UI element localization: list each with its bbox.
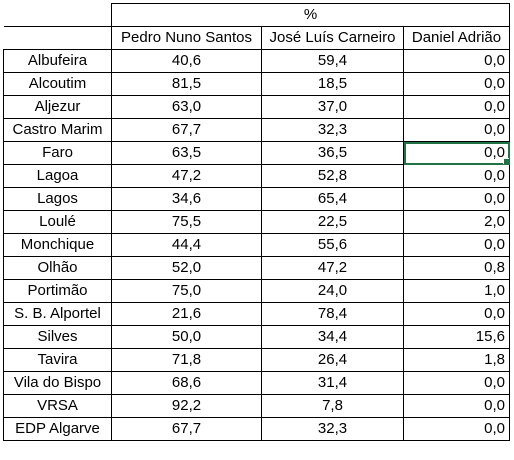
jose-luis-carneiro-value-cell[interactable]: 7,8: [261, 394, 404, 418]
table-row: Aljezur 63,0 37,0 0,0: [3, 95, 510, 119]
jose-luis-carneiro-value-cell[interactable]: 24,0: [261, 279, 404, 303]
jose-luis-carneiro-value-cell[interactable]: 55,6: [261, 233, 404, 257]
table-row: Castro Marim 67,7 32,3 0,0: [3, 118, 510, 142]
col-header-daniel-adriao[interactable]: Daniel Adrião: [403, 26, 510, 50]
daniel-adriao-value-cell[interactable]: 0,8: [403, 256, 510, 280]
pedro-nuno-santos-value-cell[interactable]: 44,4: [111, 233, 262, 257]
pedro-nuno-santos-value-cell[interactable]: 47,2: [111, 164, 262, 188]
municipality-cell[interactable]: Silves: [3, 325, 112, 349]
pedro-nuno-santos-value-cell[interactable]: 63,0: [111, 95, 262, 119]
jose-luis-carneiro-value-cell[interactable]: 31,4: [261, 371, 404, 395]
table-row: S. B. Alportel 21,6 78,4 0,0: [3, 302, 510, 326]
table-row: Vila do Bispo 68,6 31,4 0,0: [3, 371, 510, 395]
header-row-group: %: [3, 3, 510, 27]
pedro-nuno-santos-value-cell[interactable]: 50,0: [111, 325, 262, 349]
table-row: Silves 50,0 34,4 15,6: [3, 325, 510, 349]
municipality-cell[interactable]: Lagos: [3, 187, 112, 211]
table-row: Tavira 71,8 26,4 1,8: [3, 348, 510, 372]
jose-luis-carneiro-value-cell[interactable]: 32,3: [261, 417, 404, 441]
daniel-adriao-value-cell[interactable]: 0,0: [403, 72, 510, 96]
col-header-jose-luis-carneiro[interactable]: José Luís Carneiro: [261, 26, 404, 50]
daniel-adriao-value-cell[interactable]: 0,0: [403, 302, 510, 326]
municipality-cell[interactable]: Portimão: [3, 279, 112, 303]
jose-luis-carneiro-value-cell[interactable]: 59,4: [261, 49, 404, 73]
selected-cell[interactable]: 0,0: [403, 141, 510, 165]
municipality-cell[interactable]: Alcoutim: [3, 72, 112, 96]
municipality-cell[interactable]: Monchique: [3, 233, 112, 257]
jose-luis-carneiro-value-cell[interactable]: 34,4: [261, 325, 404, 349]
table-row: Albufeira 40,6 59,4 0,0: [3, 49, 510, 73]
jose-luis-carneiro-value-cell[interactable]: 52,8: [261, 164, 404, 188]
pedro-nuno-santos-value-cell[interactable]: 67,7: [111, 118, 262, 142]
pedro-nuno-santos-value-cell[interactable]: 34,6: [111, 187, 262, 211]
jose-luis-carneiro-value-cell[interactable]: 36,5: [261, 141, 404, 165]
table-row: Olhão 52,0 47,2 0,8: [3, 256, 510, 280]
jose-luis-carneiro-value-cell[interactable]: 65,4: [261, 187, 404, 211]
jose-luis-carneiro-value-cell[interactable]: 37,0: [261, 95, 404, 119]
table-row: EDP Algarve 67,7 32,3 0,0: [3, 417, 510, 441]
pedro-nuno-santos-value-cell[interactable]: 75,5: [111, 210, 262, 234]
municipality-cell[interactable]: Faro: [3, 141, 112, 165]
daniel-adriao-value-cell[interactable]: 0,0: [403, 118, 510, 142]
table-row: Alcoutim 81,5 18,5 0,0: [3, 72, 510, 96]
jose-luis-carneiro-value-cell[interactable]: 47,2: [261, 256, 404, 280]
daniel-adriao-value-cell[interactable]: 0,0: [403, 95, 510, 119]
daniel-adriao-value-cell[interactable]: 2,0: [403, 210, 510, 234]
col-header-pedro-nuno-santos[interactable]: Pedro Nuno Santos: [111, 26, 262, 50]
daniel-adriao-value-cell[interactable]: 0,0: [403, 164, 510, 188]
municipality-cell[interactable]: VRSA: [3, 394, 112, 418]
municipality-cell[interactable]: Vila do Bispo: [3, 371, 112, 395]
jose-luis-carneiro-value-cell[interactable]: 78,4: [261, 302, 404, 326]
pedro-nuno-santos-value-cell[interactable]: 40,6: [111, 49, 262, 73]
daniel-adriao-value-cell[interactable]: 0,0: [403, 394, 510, 418]
table-row: Loulé 75,5 22,5 2,0: [3, 210, 510, 234]
table-row: Faro 63,5 36,5 0,0: [3, 141, 510, 165]
pedro-nuno-santos-value-cell[interactable]: 92,2: [111, 394, 262, 418]
jose-luis-carneiro-value-cell[interactable]: 26,4: [261, 348, 404, 372]
pedro-nuno-santos-value-cell[interactable]: 63,5: [111, 141, 262, 165]
daniel-adriao-value-cell[interactable]: 0,0: [403, 49, 510, 73]
daniel-adriao-value-cell[interactable]: 0,0: [403, 371, 510, 395]
daniel-adriao-value-cell[interactable]: 0,0: [403, 233, 510, 257]
header-row-names: Pedro Nuno Santos José Luís Carneiro Dan…: [3, 26, 510, 50]
jose-luis-carneiro-value-cell[interactable]: 18,5: [261, 72, 404, 96]
percent-header-cell[interactable]: %: [111, 3, 510, 27]
daniel-adriao-value-cell[interactable]: 0,0: [403, 417, 510, 441]
table-row: Monchique 44,4 55,6 0,0: [3, 233, 510, 257]
jose-luis-carneiro-value-cell[interactable]: 32,3: [261, 118, 404, 142]
pedro-nuno-santos-value-cell[interactable]: 21,6: [111, 302, 262, 326]
table-row: Lagos 34,6 65,4 0,0: [3, 187, 510, 211]
municipality-cell[interactable]: S. B. Alportel: [3, 302, 112, 326]
pedro-nuno-santos-value-cell[interactable]: 52,0: [111, 256, 262, 280]
empty-header-cell[interactable]: [3, 26, 112, 50]
jose-luis-carneiro-value-cell[interactable]: 22,5: [261, 210, 404, 234]
daniel-adriao-value-cell[interactable]: 1,0: [403, 279, 510, 303]
results-table: % Pedro Nuno Santos José Luís Carneiro D…: [3, 3, 510, 441]
table-row: Portimão 75,0 24,0 1,0: [3, 279, 510, 303]
table-row: Lagoa 47,2 52,8 0,0: [3, 164, 510, 188]
fill-handle[interactable]: [503, 158, 509, 164]
daniel-adriao-value-cell[interactable]: 1,8: [403, 348, 510, 372]
pedro-nuno-santos-value-cell[interactable]: 68,6: [111, 371, 262, 395]
daniel-adriao-value-cell[interactable]: 0,0: [403, 187, 510, 211]
municipality-cell[interactable]: Olhão: [3, 256, 112, 280]
municipality-cell[interactable]: Lagoa: [3, 164, 112, 188]
municipality-cell[interactable]: Tavira: [3, 348, 112, 372]
daniel-adriao-value-cell[interactable]: 15,6: [403, 325, 510, 349]
municipality-cell[interactable]: EDP Algarve: [3, 417, 112, 441]
pedro-nuno-santos-value-cell[interactable]: 81,5: [111, 72, 262, 96]
pedro-nuno-santos-value-cell[interactable]: 67,7: [111, 417, 262, 441]
municipality-cell[interactable]: Loulé: [3, 210, 112, 234]
pedro-nuno-santos-value-cell[interactable]: 75,0: [111, 279, 262, 303]
municipality-cell[interactable]: Castro Marim: [3, 118, 112, 142]
table-row: VRSA 92,2 7,8 0,0: [3, 394, 510, 418]
municipality-cell[interactable]: Aljezur: [3, 95, 112, 119]
municipality-cell[interactable]: Albufeira: [3, 49, 112, 73]
corner-cell[interactable]: [3, 3, 112, 27]
pedro-nuno-santos-value-cell[interactable]: 71,8: [111, 348, 262, 372]
